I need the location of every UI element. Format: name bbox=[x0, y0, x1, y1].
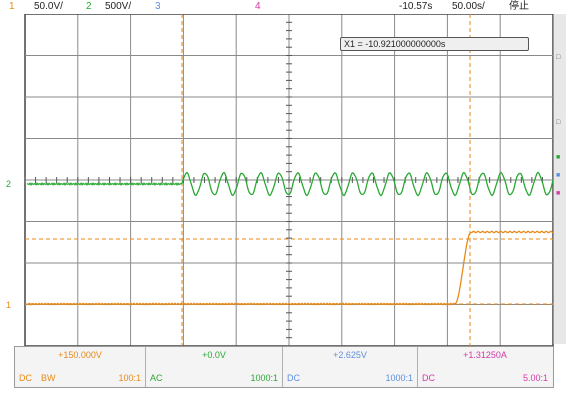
ch1-info[interactable]: +150.000V DC BW 100:1 bbox=[15, 347, 146, 387]
ch3-offset: +2.625V bbox=[333, 350, 367, 360]
time-offset: -10.57s bbox=[399, 1, 433, 12]
ch2-probe-ratio: 1000:1 bbox=[250, 373, 278, 383]
side-marker: ■ bbox=[556, 154, 561, 161]
ch4-number[interactable]: 4 bbox=[255, 1, 261, 12]
ch1-offset: +150.000V bbox=[58, 350, 102, 360]
ch1-scale: 50.0V/ bbox=[34, 1, 63, 12]
ch2-ground-marker[interactable]: 2 bbox=[6, 179, 11, 189]
ch1-probe-ratio: 100:1 bbox=[118, 373, 141, 383]
ch3-info[interactable]: +2.625V DC 1000:1 bbox=[283, 347, 418, 387]
ch2-scale: 500V/ bbox=[105, 1, 132, 12]
side-marker: ■ bbox=[556, 172, 561, 179]
cursor-readout: X1 = -10.921000000000s bbox=[340, 37, 529, 51]
side-marker: □ bbox=[556, 54, 561, 61]
ch4-coupling: DC bbox=[422, 373, 435, 383]
ch1-coupling: DC bbox=[19, 373, 32, 383]
ch4-probe-ratio: 5.00:1 bbox=[522, 373, 548, 383]
run-state[interactable]: 停止 bbox=[509, 1, 529, 12]
ch4-offset: +1.31250A bbox=[463, 350, 507, 360]
ch1-bw-limit: BW bbox=[41, 373, 56, 383]
ch3-number[interactable]: 3 bbox=[155, 1, 161, 12]
ch3-probe-ratio: 1000:1 bbox=[385, 373, 413, 383]
scope-header: 1 50.0V/ 2 500V/ 3 4 -10.57s 50.00s/ 停止 bbox=[0, 0, 566, 14]
ch2-offset: +0.0V bbox=[202, 350, 226, 360]
ch1-number[interactable]: 1 bbox=[9, 1, 15, 12]
ch4-info[interactable]: +1.31250A DC 5.00:1 bbox=[418, 347, 552, 387]
ch2-info[interactable]: +0.0V AC 1000:1 bbox=[146, 347, 283, 387]
ch1-ground-marker[interactable]: 1 bbox=[6, 300, 11, 310]
ch2-coupling: AC bbox=[150, 373, 163, 383]
ch3-coupling: DC bbox=[287, 373, 300, 383]
ch2-number[interactable]: 2 bbox=[86, 1, 92, 12]
right-side-panel[interactable]: □ □ ■ ■ ■ bbox=[553, 14, 566, 344]
waveform-display[interactable]: 2 1 bbox=[0, 14, 566, 346]
side-marker: □ bbox=[556, 119, 561, 126]
ch1-waveform bbox=[26, 230, 554, 306]
time-scale: 50.00s/ bbox=[452, 1, 485, 12]
channel-info-bar: +150.000V DC BW 100:1 +0.0V AC 1000:1 +2… bbox=[14, 346, 554, 388]
ch2-waveform bbox=[26, 171, 554, 197]
side-marker: ■ bbox=[556, 190, 561, 197]
